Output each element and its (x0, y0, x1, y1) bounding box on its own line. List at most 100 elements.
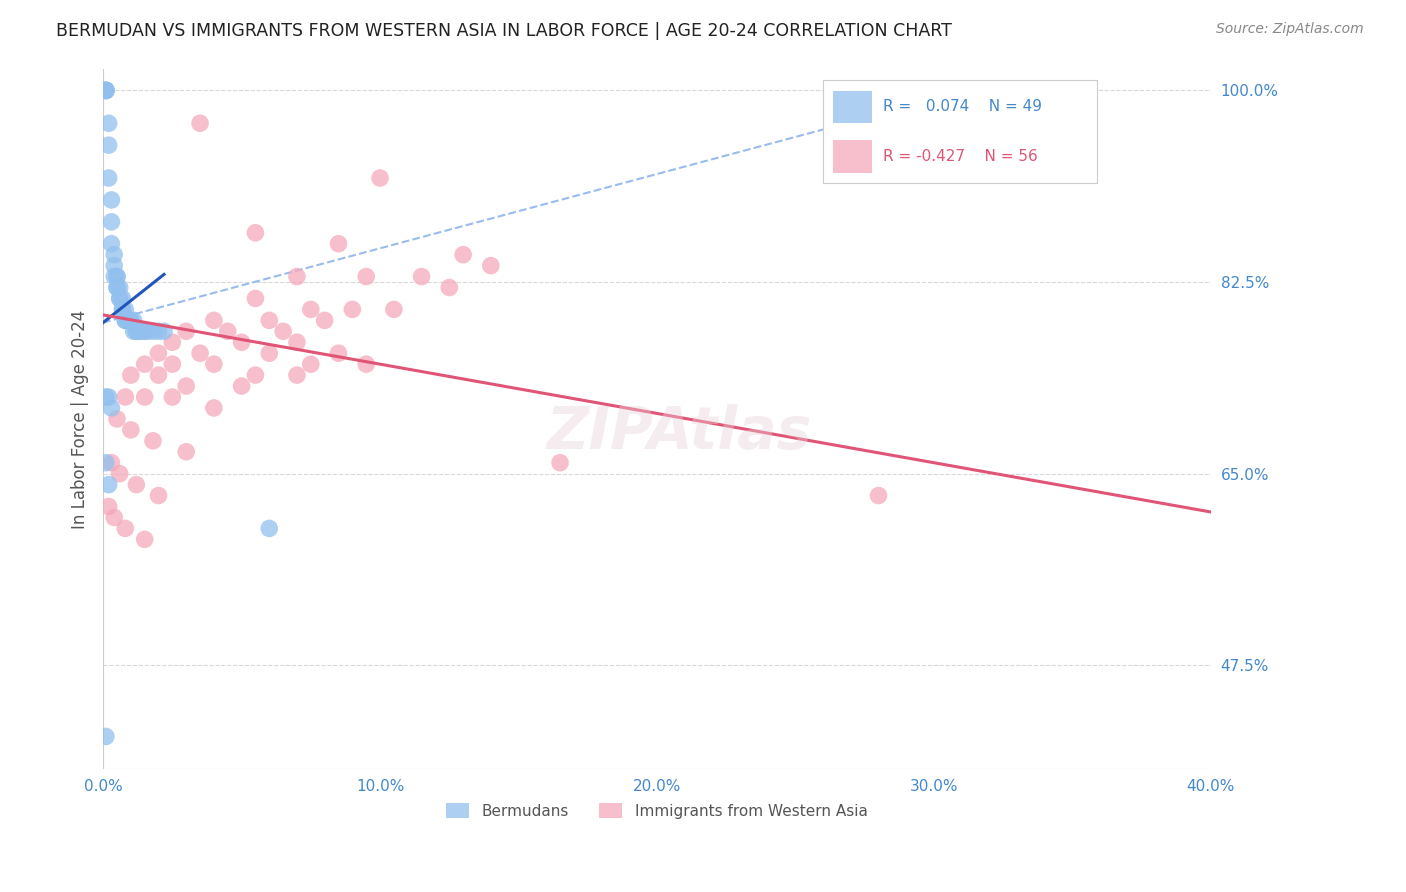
Point (271, 324, 294, 338)
Point (314, 313, 336, 327)
Point (94, 83, 117, 97)
Point (162, 390, 184, 404)
Point (114, 390, 136, 404)
Point (299, 302, 322, 317)
Point (97, 138, 120, 153)
Point (122, 313, 145, 327)
Point (114, 302, 136, 317)
Point (142, 434, 165, 448)
Point (94, 83, 117, 97)
Point (153, 324, 176, 338)
Point (122, 324, 145, 338)
Point (114, 313, 136, 327)
Point (411, 269, 433, 284)
Point (100, 401, 122, 415)
Point (134, 533, 156, 547)
Point (382, 302, 405, 317)
Point (245, 292, 267, 306)
Point (231, 379, 253, 393)
Point (108, 292, 131, 306)
Point (202, 401, 225, 415)
Point (131, 324, 153, 338)
Point (217, 324, 239, 338)
Point (94, 456, 117, 470)
Point (548, 456, 571, 470)
Point (868, 489, 890, 503)
Point (174, 379, 197, 393)
Point (174, 324, 197, 338)
Point (174, 444, 197, 458)
Point (105, 269, 128, 284)
Point (202, 313, 225, 327)
Point (354, 357, 377, 371)
Point (285, 368, 308, 383)
Point (128, 324, 150, 338)
Point (299, 357, 322, 371)
Point (120, 313, 142, 327)
Text: R = -0.427    N = 56: R = -0.427 N = 56 (883, 149, 1038, 164)
Point (354, 269, 377, 284)
Point (285, 269, 308, 284)
Point (451, 247, 474, 261)
Point (94, 83, 117, 97)
Point (120, 423, 142, 437)
Point (134, 357, 156, 371)
Point (105, 269, 128, 284)
Point (245, 226, 267, 240)
Point (97, 500, 120, 514)
Point (134, 390, 156, 404)
Point (285, 335, 308, 350)
Point (108, 280, 131, 294)
Point (97, 116, 120, 130)
Point (103, 259, 125, 273)
Y-axis label: In Labor Force | Age 20-24: In Labor Force | Age 20-24 (72, 310, 89, 529)
Point (100, 193, 122, 207)
Point (136, 324, 159, 338)
Point (148, 324, 170, 338)
Text: BERMUDAN VS IMMIGRANTS FROM WESTERN ASIA IN LABOR FORCE | AGE 20-24 CORRELATION : BERMUDAN VS IMMIGRANTS FROM WESTERN ASIA… (56, 22, 952, 40)
Point (188, 346, 211, 360)
Point (259, 346, 281, 360)
Point (259, 521, 281, 535)
Point (328, 236, 350, 251)
Point (97, 477, 120, 491)
Point (368, 171, 391, 186)
Point (188, 116, 211, 130)
Point (342, 302, 364, 317)
Point (94, 390, 117, 404)
Point (148, 346, 170, 360)
Point (479, 259, 502, 273)
Point (148, 489, 170, 503)
Point (100, 215, 122, 229)
Point (103, 510, 125, 524)
Point (117, 313, 139, 327)
Text: R =   0.074    N = 49: R = 0.074 N = 49 (883, 99, 1042, 114)
Point (134, 324, 156, 338)
Point (162, 335, 184, 350)
Point (259, 313, 281, 327)
Point (105, 280, 128, 294)
Text: Source: ZipAtlas.com: Source: ZipAtlas.com (1216, 22, 1364, 37)
Point (100, 456, 122, 470)
Point (162, 357, 184, 371)
Point (108, 467, 131, 481)
Point (103, 247, 125, 261)
Point (111, 302, 134, 317)
Text: ZIPAtlas: ZIPAtlas (547, 404, 811, 461)
Point (111, 292, 134, 306)
Point (125, 477, 148, 491)
Point (108, 292, 131, 306)
Point (439, 280, 461, 294)
Point (125, 324, 148, 338)
Point (97, 171, 120, 186)
Point (120, 313, 142, 327)
Point (114, 313, 136, 327)
Point (142, 324, 165, 338)
Point (125, 324, 148, 338)
Point (94, 83, 117, 97)
Legend: Bermudans, Immigrants from Western Asia: Bermudans, Immigrants from Western Asia (440, 797, 873, 825)
Point (328, 346, 350, 360)
Point (117, 313, 139, 327)
Point (100, 236, 122, 251)
Point (103, 269, 125, 284)
